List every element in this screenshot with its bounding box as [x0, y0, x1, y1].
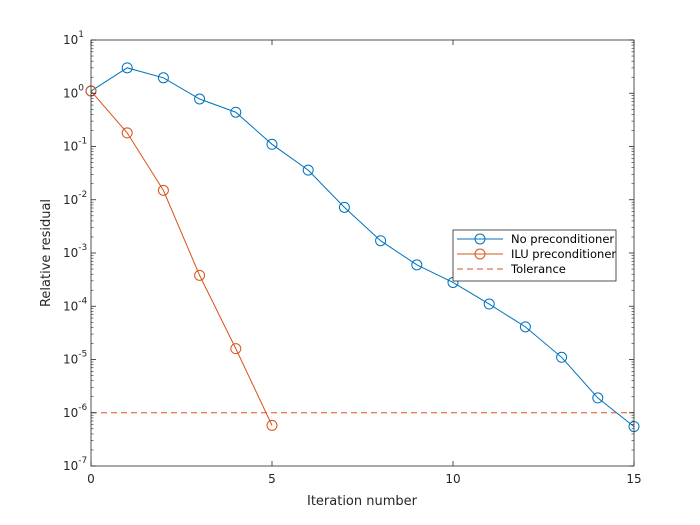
y-tick-label-base: 10 [63, 353, 78, 367]
y-tick-label-exponent: 1 [78, 30, 84, 40]
data-point-no-preconditioner [194, 93, 206, 105]
data-point-ilu-preconditioner [230, 343, 242, 355]
x-tick-label: 15 [626, 472, 641, 486]
y-tick-label-exponent: -6 [78, 403, 87, 413]
y-tick-label: 10-1 [63, 137, 87, 154]
x-tick-label: 5 [268, 472, 276, 486]
data-point-no-preconditioner [411, 259, 423, 271]
y-tick-label-base: 10 [63, 140, 78, 154]
data-point-no-preconditioner [157, 72, 169, 84]
y-tick-label: 100 [63, 83, 84, 100]
y-tick-label-base: 10 [63, 459, 78, 473]
y-tick-label-base: 10 [63, 33, 78, 47]
y-tick-label-base: 10 [63, 299, 78, 313]
y-tick-label-exponent: 0 [78, 83, 84, 93]
data-point-ilu-preconditioner [121, 127, 133, 139]
y-tick-label-exponent: -4 [78, 296, 87, 306]
y-tick-label-exponent: -5 [78, 350, 87, 360]
legend-label: ILU preconditioner [511, 247, 616, 261]
y-axis-title: Relative residual [39, 199, 54, 307]
data-point-ilu-preconditioner [194, 269, 206, 281]
data-point-no-preconditioner [592, 392, 604, 404]
series-line-no-preconditioner [90, 67, 635, 427]
y-tick-label: 10-4 [63, 296, 88, 313]
y-tick-label-exponent: -1 [78, 137, 87, 147]
y-tick-label-exponent: -3 [78, 243, 87, 253]
y-tick-label: 10-6 [63, 403, 88, 420]
data-point-no-preconditioner [230, 106, 242, 118]
x-tick-label: 10 [445, 472, 460, 486]
data-point-no-preconditioner [121, 62, 133, 74]
data-point-no-preconditioner [302, 164, 314, 176]
data-point-ilu-preconditioner [157, 184, 169, 196]
data-point-no-preconditioner [556, 351, 568, 363]
legend-marker [474, 248, 486, 260]
y-tick-label-exponent: -2 [78, 190, 87, 200]
legend-label: Tolerance [510, 262, 566, 276]
data-point-ilu-preconditioner [266, 419, 278, 431]
ticks-layer [90, 39, 635, 467]
y-tick-label: 10-2 [63, 190, 87, 207]
y-tick-label: 10-3 [63, 243, 87, 260]
data-point-no-preconditioner [483, 298, 495, 310]
x-axis-title: Iteration number [307, 494, 418, 509]
data-point-no-preconditioner [375, 235, 387, 247]
data-point-no-preconditioner [266, 138, 278, 150]
legend-marker [474, 233, 486, 245]
y-tick-label-base: 10 [63, 193, 78, 207]
y-tick-label-base: 10 [63, 246, 78, 260]
y-tick-label-base: 10 [63, 86, 78, 100]
x-tick-label: 0 [87, 472, 95, 486]
y-tick-label: 101 [63, 30, 84, 47]
y-tick-label: 10-7 [63, 456, 87, 473]
series-line-ilu-preconditioner [90, 90, 273, 426]
y-tick-label-exponent: -7 [78, 456, 87, 466]
data-point-no-preconditioner [338, 201, 350, 213]
data-point-no-preconditioner [519, 321, 531, 333]
legend-label: No preconditioner [511, 232, 614, 246]
y-tick-label-base: 10 [63, 406, 78, 420]
y-tick-label: 10-5 [63, 350, 87, 367]
